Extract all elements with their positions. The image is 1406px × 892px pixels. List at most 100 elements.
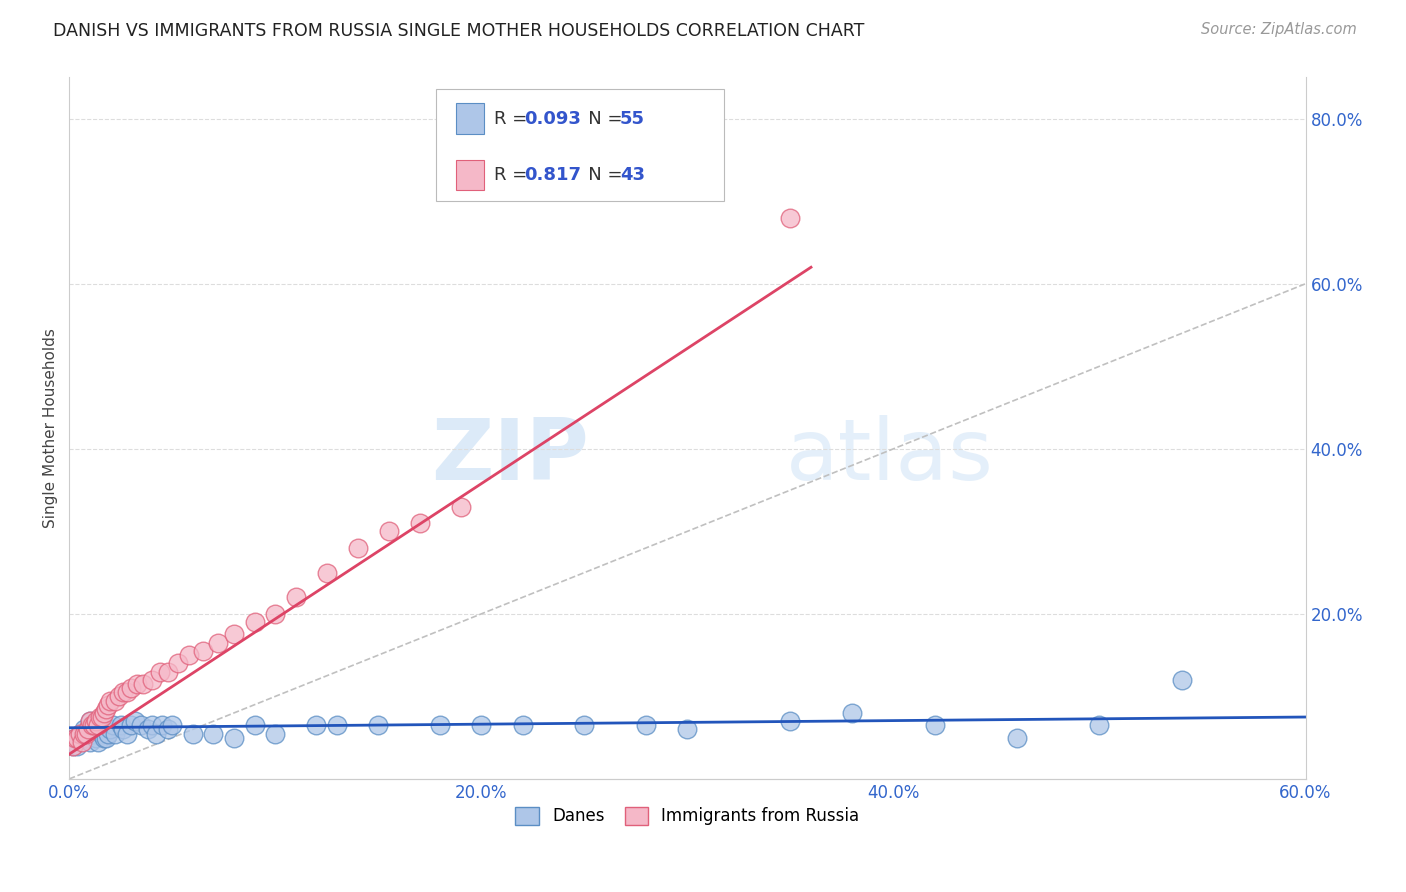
- Point: [83, 718, 105, 732]
- Point: [87, 718, 110, 732]
- Point: [243, 718, 266, 732]
- Point: [76, 723, 98, 737]
- Point: [676, 723, 699, 737]
- Point: [326, 718, 349, 732]
- Point: [62, 739, 84, 753]
- Point: [97, 726, 120, 740]
- Point: [107, 690, 129, 704]
- Point: [636, 718, 658, 732]
- Point: [136, 723, 159, 737]
- Point: [243, 615, 266, 629]
- Point: [89, 723, 111, 737]
- Text: R =: R =: [494, 166, 533, 184]
- Point: [120, 718, 142, 732]
- Point: [87, 735, 110, 749]
- Point: [79, 735, 101, 749]
- Point: [181, 726, 204, 740]
- Point: [111, 685, 134, 699]
- Text: DANISH VS IMMIGRANTS FROM RUSSIA SINGLE MOTHER HOUSEHOLDS CORRELATION CHART: DANISH VS IMMIGRANTS FROM RUSSIA SINGLE …: [53, 22, 865, 40]
- Point: [222, 627, 245, 641]
- Point: [72, 723, 94, 737]
- Point: [66, 731, 89, 745]
- Point: [70, 731, 93, 745]
- Point: [83, 726, 105, 740]
- Text: N =: N =: [571, 110, 628, 128]
- Point: [120, 681, 142, 695]
- Point: [79, 723, 101, 737]
- Point: [450, 500, 472, 514]
- Point: [84, 714, 107, 728]
- Point: [69, 726, 91, 740]
- Point: [284, 591, 307, 605]
- Point: [841, 706, 863, 720]
- Point: [924, 718, 946, 732]
- Point: [115, 685, 138, 699]
- Point: [367, 718, 389, 732]
- Point: [305, 718, 328, 732]
- Y-axis label: Single Mother Households: Single Mother Households: [44, 328, 58, 528]
- Point: [1171, 673, 1194, 687]
- Legend: Danes, Immigrants from Russia: Danes, Immigrants from Russia: [508, 798, 868, 834]
- Point: [96, 702, 118, 716]
- Point: [100, 693, 122, 707]
- Point: [76, 726, 98, 740]
- Point: [79, 714, 101, 728]
- Point: [264, 726, 287, 740]
- Text: Source: ZipAtlas.com: Source: ZipAtlas.com: [1201, 22, 1357, 37]
- Point: [124, 714, 146, 728]
- Point: [512, 718, 534, 732]
- Point: [79, 714, 101, 728]
- Point: [75, 726, 97, 740]
- Point: [115, 726, 138, 740]
- Point: [141, 673, 163, 687]
- Point: [65, 731, 87, 745]
- Point: [346, 541, 368, 555]
- Point: [202, 726, 225, 740]
- Point: [66, 739, 89, 753]
- Point: [65, 731, 87, 745]
- Point: [62, 739, 84, 753]
- Point: [1005, 731, 1028, 745]
- Point: [377, 524, 399, 539]
- Point: [408, 516, 430, 530]
- Point: [141, 718, 163, 732]
- Point: [70, 735, 93, 749]
- Text: ZIP: ZIP: [430, 415, 589, 498]
- Point: [177, 648, 200, 662]
- Text: N =: N =: [571, 166, 628, 184]
- Point: [80, 718, 103, 732]
- Point: [103, 726, 125, 740]
- Text: atlas: atlas: [786, 415, 994, 498]
- Point: [103, 693, 125, 707]
- Point: [69, 726, 91, 740]
- Point: [89, 710, 111, 724]
- Point: [150, 718, 173, 732]
- Point: [191, 644, 214, 658]
- Point: [75, 731, 97, 745]
- Point: [111, 723, 134, 737]
- Point: [157, 665, 180, 679]
- Point: [222, 731, 245, 745]
- Point: [470, 718, 492, 732]
- Point: [127, 677, 149, 691]
- Point: [167, 657, 190, 671]
- Text: 55: 55: [620, 110, 645, 128]
- Point: [315, 566, 337, 580]
- Point: [91, 710, 114, 724]
- Point: [110, 718, 132, 732]
- Point: [429, 718, 451, 732]
- Point: [149, 665, 172, 679]
- Point: [779, 211, 801, 225]
- Text: 0.093: 0.093: [524, 110, 581, 128]
- Point: [145, 726, 167, 740]
- Text: 0.817: 0.817: [524, 166, 582, 184]
- Point: [157, 723, 180, 737]
- Text: R =: R =: [494, 110, 533, 128]
- Point: [84, 731, 107, 745]
- Point: [101, 718, 124, 732]
- Point: [1088, 718, 1111, 732]
- Point: [91, 726, 114, 740]
- Point: [93, 706, 115, 720]
- Point: [89, 718, 111, 732]
- Point: [72, 726, 94, 740]
